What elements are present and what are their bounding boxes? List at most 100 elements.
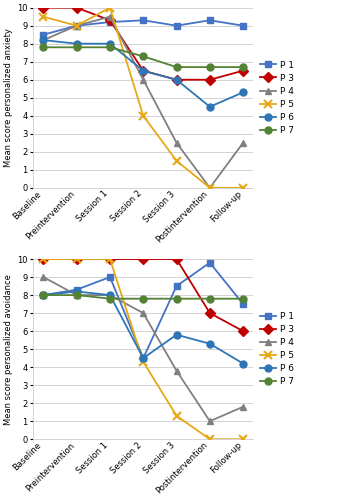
P 7 — [108, 296, 112, 302]
Y-axis label: Mean score personalized avoidance: Mean score personalized avoidance — [4, 274, 13, 424]
P 6 — [174, 76, 179, 82]
P 5 — [174, 158, 179, 164]
Line: P 5: P 5 — [39, 4, 247, 192]
P 4 — [75, 22, 79, 28]
P 5 — [207, 436, 212, 442]
P 3 — [174, 76, 179, 82]
P 7 — [207, 64, 212, 70]
P 1 — [174, 283, 179, 289]
P 7 — [41, 44, 46, 51]
Line: P 1: P 1 — [40, 17, 246, 38]
P 3 — [207, 76, 212, 82]
P 3 — [108, 256, 112, 262]
P 6 — [41, 292, 46, 298]
Line: P 6: P 6 — [40, 36, 246, 110]
P 4 — [174, 368, 179, 374]
P 5 — [75, 256, 79, 262]
P 1 — [108, 19, 112, 25]
P 3 — [174, 256, 179, 262]
P 7 — [141, 296, 146, 302]
P 7 — [174, 296, 179, 302]
P 1 — [207, 260, 212, 266]
P 1 — [41, 292, 46, 298]
P 3 — [75, 4, 79, 10]
P 1 — [41, 32, 46, 38]
P 1 — [141, 18, 146, 24]
P 5 — [141, 358, 146, 364]
Y-axis label: Mean score personalized anxiety: Mean score personalized anxiety — [4, 28, 13, 167]
P 7 — [241, 64, 245, 70]
P 3 — [207, 310, 212, 316]
P 5 — [241, 436, 245, 442]
P 4 — [41, 274, 46, 280]
P 6 — [207, 340, 212, 346]
P 4 — [241, 140, 245, 146]
P 3 — [141, 256, 146, 262]
Legend: P 1, P 3, P 4, P 5, P 6, P 7: P 1, P 3, P 4, P 5, P 6, P 7 — [260, 312, 294, 386]
P 4 — [207, 185, 212, 191]
P 3 — [75, 256, 79, 262]
P 5 — [108, 256, 112, 262]
P 7 — [75, 292, 79, 298]
P 6 — [41, 37, 46, 43]
P 6 — [75, 40, 79, 46]
P 4 — [141, 310, 146, 316]
P 1 — [75, 22, 79, 28]
Line: P 6: P 6 — [40, 288, 246, 367]
P 4 — [108, 14, 112, 20]
P 1 — [108, 274, 112, 280]
P 3 — [108, 18, 112, 24]
P 1 — [207, 18, 212, 24]
P 6 — [241, 360, 245, 366]
P 6 — [207, 104, 212, 110]
P 4 — [108, 292, 112, 298]
P 1 — [75, 286, 79, 292]
P 5 — [174, 413, 179, 419]
P 6 — [174, 332, 179, 338]
P 5 — [141, 113, 146, 119]
P 1 — [174, 22, 179, 28]
P 7 — [174, 64, 179, 70]
P 4 — [141, 76, 146, 82]
P 6 — [108, 292, 112, 298]
P 1 — [141, 355, 146, 361]
P 6 — [108, 40, 112, 46]
P 5 — [75, 22, 79, 28]
P 5 — [241, 185, 245, 191]
P 3 — [241, 328, 245, 334]
Line: P 4: P 4 — [40, 13, 246, 192]
P 7 — [141, 54, 146, 60]
P 3 — [41, 256, 46, 262]
Line: P 3: P 3 — [40, 4, 246, 83]
P 7 — [75, 44, 79, 51]
P 3 — [241, 68, 245, 73]
P 4 — [241, 404, 245, 410]
Line: P 3: P 3 — [40, 256, 246, 334]
P 5 — [41, 256, 46, 262]
P 5 — [207, 185, 212, 191]
P 7 — [41, 292, 46, 298]
P 7 — [207, 296, 212, 302]
P 5 — [108, 4, 112, 10]
P 7 — [241, 296, 245, 302]
P 4 — [207, 418, 212, 424]
P 7 — [108, 44, 112, 51]
Line: P 4: P 4 — [40, 274, 246, 424]
P 4 — [75, 292, 79, 298]
Line: P 1: P 1 — [40, 259, 246, 362]
Line: P 7: P 7 — [40, 44, 246, 70]
P 4 — [174, 140, 179, 146]
Legend: P 1, P 3, P 4, P 5, P 6, P 7: P 1, P 3, P 4, P 5, P 6, P 7 — [260, 60, 294, 135]
P 3 — [41, 4, 46, 10]
P 5 — [41, 14, 46, 20]
Line: P 5: P 5 — [39, 255, 247, 444]
Line: P 7: P 7 — [40, 292, 246, 302]
P 3 — [141, 68, 146, 73]
P 6 — [241, 90, 245, 96]
P 6 — [75, 288, 79, 294]
P 6 — [141, 355, 146, 361]
P 1 — [241, 22, 245, 28]
P 4 — [41, 37, 46, 43]
P 1 — [241, 301, 245, 307]
P 6 — [141, 68, 146, 73]
